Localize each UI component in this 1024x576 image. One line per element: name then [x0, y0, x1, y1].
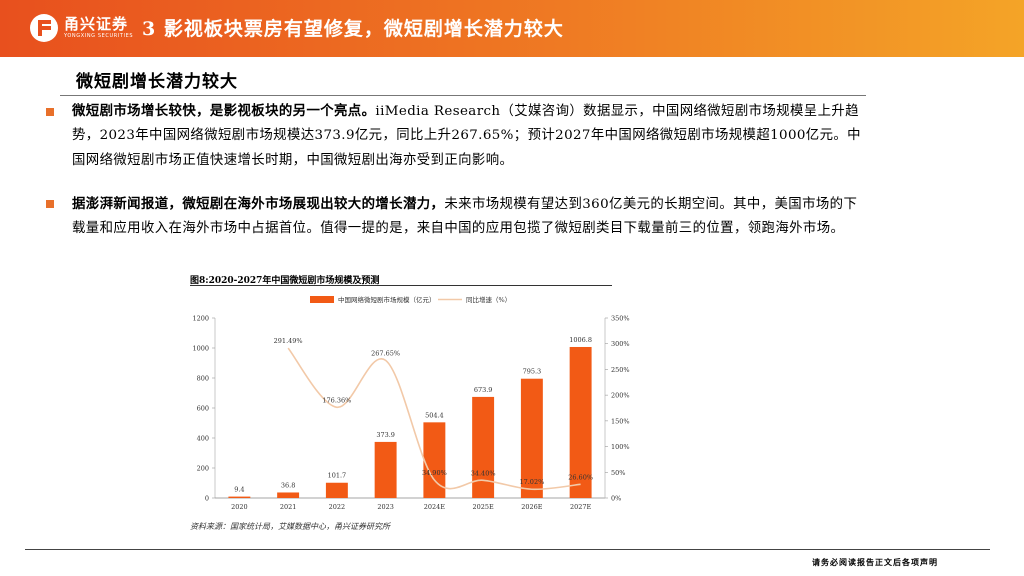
company-logo: 甬兴证券 YONGXING SECURITIES [30, 12, 133, 44]
y-tick-label-right: 50% [611, 469, 625, 477]
line-value-label: 17.02% [519, 478, 544, 486]
figure-source: 资料来源：国家统计局，艾媒数据中心，甬兴证券研究所 [190, 522, 390, 531]
bar-value-label: 373.9 [376, 431, 395, 439]
x-tick-label: 2025E [472, 503, 494, 511]
line-value-label: 267.65% [371, 349, 400, 357]
legend-bar-label: 中国网络微短剧市场规模（亿元） [338, 295, 436, 304]
legend-line-label: 同比增速（%） [466, 295, 511, 304]
bar-value-label: 36.8 [281, 481, 295, 489]
bar-2021 [277, 492, 300, 498]
growth-rate-line [287, 347, 581, 491]
x-tick-label: 2024E [424, 503, 446, 511]
logo-mark-icon [30, 14, 58, 42]
y-tick-label-right: 250% [611, 366, 630, 374]
subtitle-divider [60, 95, 866, 96]
x-tick-label: 2027E [570, 503, 592, 511]
paragraph-1: 微短剧市场增长较快，是影视板块的另一个亮点。iiMedia Research（艾… [72, 99, 862, 173]
line-value-label: 291.49% [274, 337, 303, 345]
y-tick-label-left: 1000 [192, 345, 209, 353]
slide-title: 3 影视板块票房有望修复，微短剧增长潜力较大 [142, 18, 564, 40]
y-tick-label-left: 800 [197, 375, 209, 383]
y-tick-label-left: 400 [197, 435, 209, 443]
legend-bar-swatch [310, 296, 334, 303]
x-tick-label: 2022 [329, 503, 346, 511]
bar-value-label: 101.7 [328, 472, 347, 480]
paragraph-1-bold: 微短剧市场增长较快，是影视板块的另一个亮点。 [72, 103, 376, 119]
bar-value-label: 504.4 [425, 411, 444, 419]
x-tick-label: 2020 [231, 503, 248, 511]
line-value-label: 26.60% [568, 473, 593, 481]
bar-value-label: 9.4 [234, 486, 244, 494]
bar-value-label: 1006.8 [569, 336, 592, 344]
bar-2026E [520, 378, 543, 498]
line-value-label: 34.40% [471, 469, 496, 477]
bar-2024E [423, 422, 446, 498]
figure-title: 图8:2020-2027年中国微短剧市场规模及预测 [190, 276, 380, 286]
footer-disclaimer: 请务必阅读报告正文后各项声明 [812, 558, 938, 567]
bullet-square-icon [46, 200, 54, 208]
y-tick-label-right: 200% [611, 392, 630, 400]
y-tick-label-right: 150% [611, 417, 630, 425]
y-tick-label-left: 0 [205, 495, 209, 503]
section-subtitle: 微短剧增长潜力较大 [76, 72, 238, 92]
paragraph-1-text: iiMedia Research（艾媒咨询）数据显示，中国网络微短剧市场规模呈上… [72, 104, 861, 168]
bar-value-label: 673.9 [474, 386, 493, 394]
logo-name-en: YONGXING SECURITIES [64, 33, 134, 39]
line-value-label: 176.36% [322, 396, 351, 404]
bar-2022 [325, 482, 348, 498]
bar-2023 [374, 441, 397, 498]
bar-2025E [472, 396, 495, 498]
figure-title-rule [190, 285, 612, 286]
paragraph-2-bold: 据澎湃新闻报道，微短剧在海外市场展现出较大的增长潜力， [72, 196, 445, 212]
logo-name-cn: 甬兴证券 [64, 15, 129, 33]
y-tick-label-right: 350% [611, 315, 630, 323]
market-size-chart: 中国网络微短剧市场规模（亿元） 同比增速（%） 0 200 400 600 800 1000 1… [192, 295, 630, 511]
paragraph-2-text: 未来市场规模有望达到360亿美元的长期空间。其中，美国市场的下载量和应用收入在海… [72, 197, 858, 237]
y-tick-label-left: 600 [197, 405, 209, 413]
paragraph-2: 据澎湃新闻报道，微短剧在海外市场展现出较大的增长潜力，未来市场规模有望达到360… [72, 192, 862, 242]
footer-divider [25, 549, 990, 550]
bullet-square-icon [46, 108, 54, 116]
header-bar: 甬兴证券 YONGXING SECURITIES 3 影视板块票房有望修复，微短… [0, 0, 1024, 57]
bar-value-label: 795.3 [523, 368, 542, 376]
x-tick-label: 2026E [521, 503, 543, 511]
line-value-label: 34.90% [422, 469, 447, 477]
y-tick-label-left: 1200 [192, 315, 209, 323]
x-tick-label: 2023 [377, 503, 394, 511]
x-tick-label: 2021 [280, 503, 297, 511]
y-tick-label-right: 0% [611, 495, 621, 503]
y-tick-label-left: 200 [197, 465, 209, 473]
bar-2020 [228, 496, 251, 498]
y-tick-label-right: 300% [611, 340, 630, 348]
y-tick-label-right: 100% [611, 443, 630, 451]
bar-2027E [569, 346, 592, 498]
